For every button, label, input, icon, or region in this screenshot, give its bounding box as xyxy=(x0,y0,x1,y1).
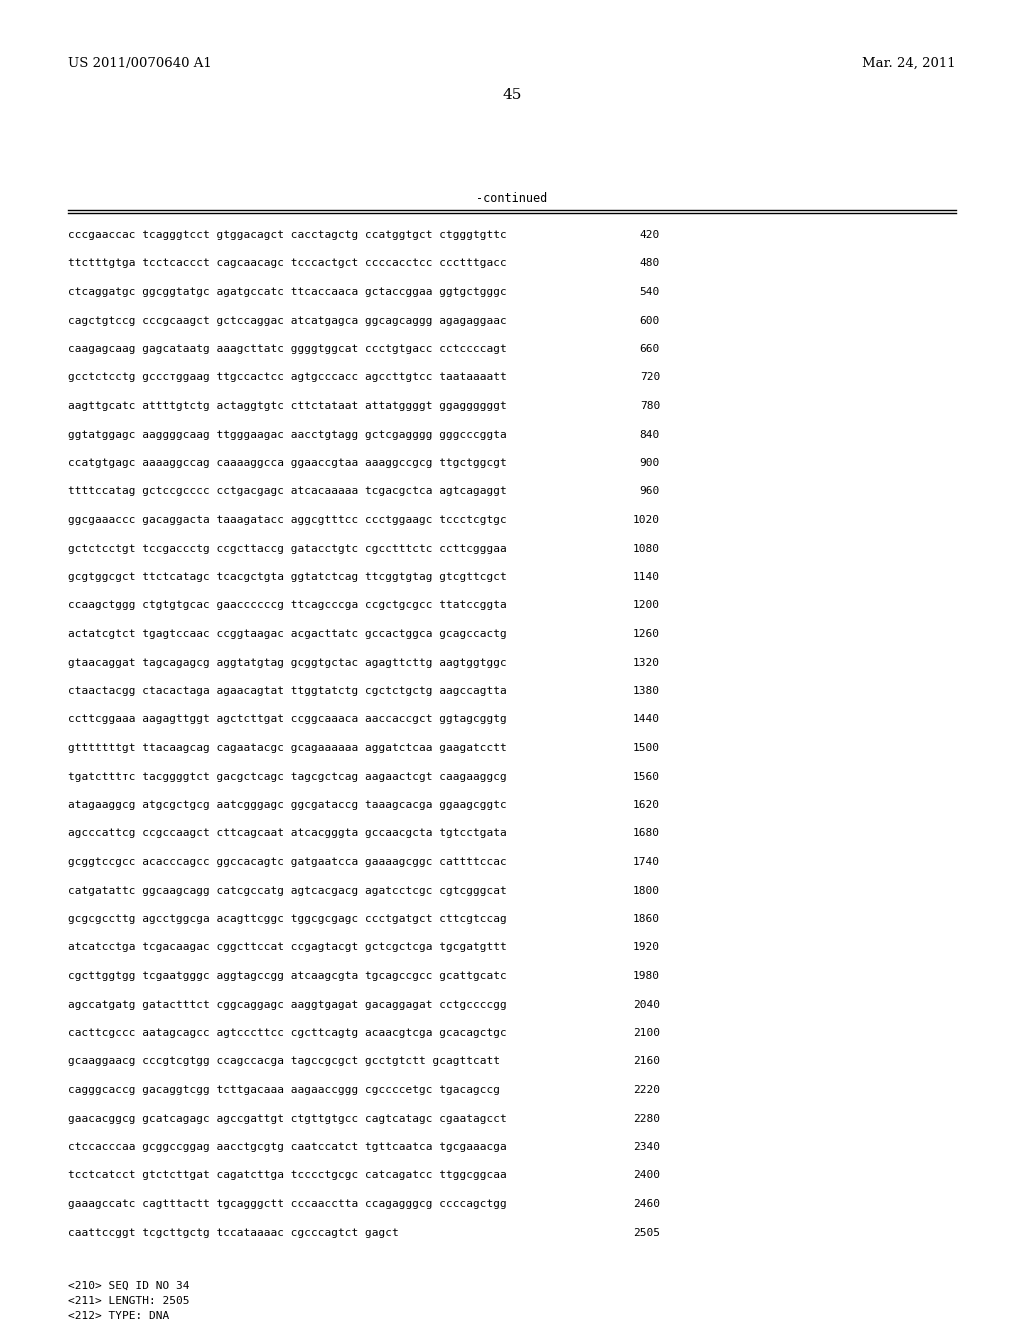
Text: 1740: 1740 xyxy=(633,857,660,867)
Text: gcgcgccttg agcctggcga acagttcggc tggcgcgagc ccctgatgct cttcgtccag: gcgcgccttg agcctggcga acagttcggc tggcgcg… xyxy=(68,913,507,924)
Text: <212> TYPE: DNA: <212> TYPE: DNA xyxy=(68,1311,169,1320)
Text: 2460: 2460 xyxy=(633,1199,660,1209)
Text: actatcgtct tgagtccaac ccggtaagac acgacttatc gccactggca gcagccactg: actatcgtct tgagtccaac ccggtaagac acgactt… xyxy=(68,630,507,639)
Text: Mar. 24, 2011: Mar. 24, 2011 xyxy=(862,57,956,70)
Text: 1500: 1500 xyxy=(633,743,660,752)
Text: <210> SEQ ID NO 34: <210> SEQ ID NO 34 xyxy=(68,1280,189,1291)
Text: 1560: 1560 xyxy=(633,771,660,781)
Text: 540: 540 xyxy=(640,286,660,297)
Text: ccaagctggg ctgtgtgcac gaaccccccg ttcagcccga ccgctgcgcc ttatccggta: ccaagctggg ctgtgtgcac gaaccccccg ttcagcc… xyxy=(68,601,507,610)
Text: 1860: 1860 xyxy=(633,913,660,924)
Text: gcaaggaacg cccgtcgtgg ccagccacga tagccgcgct gcctgtctt gcagttcatt: gcaaggaacg cccgtcgtgg ccagccacga tagccgc… xyxy=(68,1056,500,1067)
Text: gcctctcctg gcccтggaag ttgccactcc agtgcccacc agccttgtcc taataaaatt: gcctctcctg gcccтggaag ttgccactcc agtgccc… xyxy=(68,372,507,383)
Text: agccatgatg gatactttct cggcaggagc aaggtgagat gacaggagat cctgccccgg: agccatgatg gatactttct cggcaggagc aaggtga… xyxy=(68,999,507,1010)
Text: caagagcaag gagcataatg aaagcttatc ggggtggcat ccctgtgacc cctccccagt: caagagcaag gagcataatg aaagcttatc ggggtgg… xyxy=(68,345,507,354)
Text: 1260: 1260 xyxy=(633,630,660,639)
Text: 45: 45 xyxy=(503,88,521,102)
Text: gtaacaggat tagcagagcg aggtatgtag gcggtgctac agagttcttg aagtggtggc: gtaacaggat tagcagagcg aggtatgtag gcggtgc… xyxy=(68,657,507,668)
Text: 900: 900 xyxy=(640,458,660,469)
Text: cagggcaccg gacaggtcgg tcttgacaaa aagaaccggg cgccccetgc tgacagccg: cagggcaccg gacaggtcgg tcttgacaaa aagaacc… xyxy=(68,1085,500,1096)
Text: 960: 960 xyxy=(640,487,660,496)
Text: cccgaaccac tcagggtcct gtggacagct cacctagctg ccatggtgct ctgggtgttc: cccgaaccac tcagggtcct gtggacagct cacctag… xyxy=(68,230,507,240)
Text: gcgtggcgct ttctcatagc tcacgctgta ggtatctcag ttcggtgtag gtcgttcgct: gcgtggcgct ttctcatagc tcacgctgta ggtatct… xyxy=(68,572,507,582)
Text: cgcttggtgg tcgaatgggc aggtagccgg atcaagcgta tgcagccgcc gcattgcatc: cgcttggtgg tcgaatgggc aggtagccgg atcaagc… xyxy=(68,972,507,981)
Text: 1440: 1440 xyxy=(633,714,660,725)
Text: catgatattc ggcaagcagg catcgccatg agtcacgacg agatcctcgc cgtcgggcat: catgatattc ggcaagcagg catcgccatg agtcacg… xyxy=(68,886,507,895)
Text: cagctgtccg cccgcaagct gctccaggac atcatgagca ggcagcaggg agagaggaac: cagctgtccg cccgcaagct gctccaggac atcatga… xyxy=(68,315,507,326)
Text: tcctcatcct gtctcttgat cagatcttga tcccctgcgc catcagatcc ttggcggcaa: tcctcatcct gtctcttgat cagatcttga tcccctg… xyxy=(68,1171,507,1180)
Text: 2505: 2505 xyxy=(633,1228,660,1238)
Text: 1380: 1380 xyxy=(633,686,660,696)
Text: ttttccatag gctccgcccc cctgacgagc atcacaaaaa tcgacgctca agtcagaggt: ttttccatag gctccgcccc cctgacgagc atcacaa… xyxy=(68,487,507,496)
Text: 1800: 1800 xyxy=(633,886,660,895)
Text: aagttgcatc attttgtctg actaggtgtc cttctataat attatggggt ggaggggggt: aagttgcatc attttgtctg actaggtgtc cttctat… xyxy=(68,401,507,411)
Text: 780: 780 xyxy=(640,401,660,411)
Text: 1620: 1620 xyxy=(633,800,660,810)
Text: cacttcgccc aatagcagcc agtcccttcc cgcttcagtg acaacgtcga gcacagctgc: cacttcgccc aatagcagcc agtcccttcc cgcttca… xyxy=(68,1028,507,1038)
Text: ctaactacgg ctacactaga agaacagtat ttggtatctg cgctctgctg aagccagtta: ctaactacgg ctacactaga agaacagtat ttggtat… xyxy=(68,686,507,696)
Text: 600: 600 xyxy=(640,315,660,326)
Text: 1140: 1140 xyxy=(633,572,660,582)
Text: 2280: 2280 xyxy=(633,1114,660,1123)
Text: gaacacggcg gcatcagagc agccgattgt ctgttgtgcc cagtcatagc cgaatagcct: gaacacggcg gcatcagagc agccgattgt ctgttgt… xyxy=(68,1114,507,1123)
Text: 2100: 2100 xyxy=(633,1028,660,1038)
Text: 1020: 1020 xyxy=(633,515,660,525)
Text: 720: 720 xyxy=(640,372,660,383)
Text: gaaagccatc cagtttactt tgcagggctt cccaacctta ccagagggcg ccccagctgg: gaaagccatc cagtttactt tgcagggctt cccaacc… xyxy=(68,1199,507,1209)
Text: 2400: 2400 xyxy=(633,1171,660,1180)
Text: 2220: 2220 xyxy=(633,1085,660,1096)
Text: atagaaggcg atgcgctgcg aatcgggagc ggcgataccg taaagcacga ggaagcggtc: atagaaggcg atgcgctgcg aatcgggagc ggcgata… xyxy=(68,800,507,810)
Text: 1980: 1980 xyxy=(633,972,660,981)
Text: 2340: 2340 xyxy=(633,1142,660,1152)
Text: US 2011/0070640 A1: US 2011/0070640 A1 xyxy=(68,57,212,70)
Text: 660: 660 xyxy=(640,345,660,354)
Text: 480: 480 xyxy=(640,259,660,268)
Text: gcggtccgcc acacccagcc ggccacagtc gatgaatcca gaaaagcggc cattttccac: gcggtccgcc acacccagcc ggccacagtc gatgaat… xyxy=(68,857,507,867)
Text: ccttcggaaa aagagttggt agctcttgat ccggcaaaca aaccaccgct ggtagcggtg: ccttcggaaa aagagttggt agctcttgat ccggcaa… xyxy=(68,714,507,725)
Text: ccatgtgagc aaaaggccag caaaaggcca ggaaccgtaa aaaggccgcg ttgctggcgt: ccatgtgagc aaaaggccag caaaaggcca ggaaccg… xyxy=(68,458,507,469)
Text: ctccacccaa gcggccggag aacctgcgtg caatccatct tgttcaatca tgcgaaacga: ctccacccaa gcggccggag aacctgcgtg caatcca… xyxy=(68,1142,507,1152)
Text: ggtatggagc aaggggcaag ttgggaagac aacctgtagg gctcgagggg gggcccggta: ggtatggagc aaggggcaag ttgggaagac aacctgt… xyxy=(68,429,507,440)
Text: 2040: 2040 xyxy=(633,999,660,1010)
Text: <211> LENGTH: 2505: <211> LENGTH: 2505 xyxy=(68,1296,189,1305)
Text: ttctttgtga tcctcaccct cagcaacagc tcccactgct ccccacctcc ccctttgacc: ttctttgtga tcctcaccct cagcaacagc tcccact… xyxy=(68,259,507,268)
Text: atcatcctga tcgacaagac cggcttccat ccgagtacgt gctcgctcga tgcgatgttt: atcatcctga tcgacaagac cggcttccat ccgagta… xyxy=(68,942,507,953)
Text: 1920: 1920 xyxy=(633,942,660,953)
Text: ggcgaaaccc gacaggacta taaagatacc aggcgtttcc ccctggaagc tccctcgtgc: ggcgaaaccc gacaggacta taaagatacc aggcgtt… xyxy=(68,515,507,525)
Text: 2160: 2160 xyxy=(633,1056,660,1067)
Text: 1680: 1680 xyxy=(633,829,660,838)
Text: 420: 420 xyxy=(640,230,660,240)
Text: tgatctttтc tacggggtct gacgctcagc tagcgctcag aagaactcgt caagaaggcg: tgatctttтc tacggggtct gacgctcagc tagcgct… xyxy=(68,771,507,781)
Text: agcccattcg ccgccaagct cttcagcaat atcacgggta gccaacgcta tgtcctgata: agcccattcg ccgccaagct cttcagcaat atcacgg… xyxy=(68,829,507,838)
Text: -continued: -continued xyxy=(476,191,548,205)
Text: caattccggt tcgcttgctg tccataaaac cgcccagtct gagct: caattccggt tcgcttgctg tccataaaac cgcccag… xyxy=(68,1228,398,1238)
Text: gtttttttgt ttacaagcag cagaatacgc gcagaaaaaa aggatctcaa gaagatcctt: gtttttttgt ttacaagcag cagaatacgc gcagaaa… xyxy=(68,743,507,752)
Text: 1080: 1080 xyxy=(633,544,660,553)
Text: ctcaggatgc ggcggtatgc agatgccatc ttcaccaaca gctaccggaa ggtgctgggc: ctcaggatgc ggcggtatgc agatgccatc ttcacca… xyxy=(68,286,507,297)
Text: gctctcctgt tccgaccctg ccgcttaccg gatacctgtc cgcctttctc ccttcgggaa: gctctcctgt tccgaccctg ccgcttaccg gatacct… xyxy=(68,544,507,553)
Text: 1320: 1320 xyxy=(633,657,660,668)
Text: 840: 840 xyxy=(640,429,660,440)
Text: 1200: 1200 xyxy=(633,601,660,610)
